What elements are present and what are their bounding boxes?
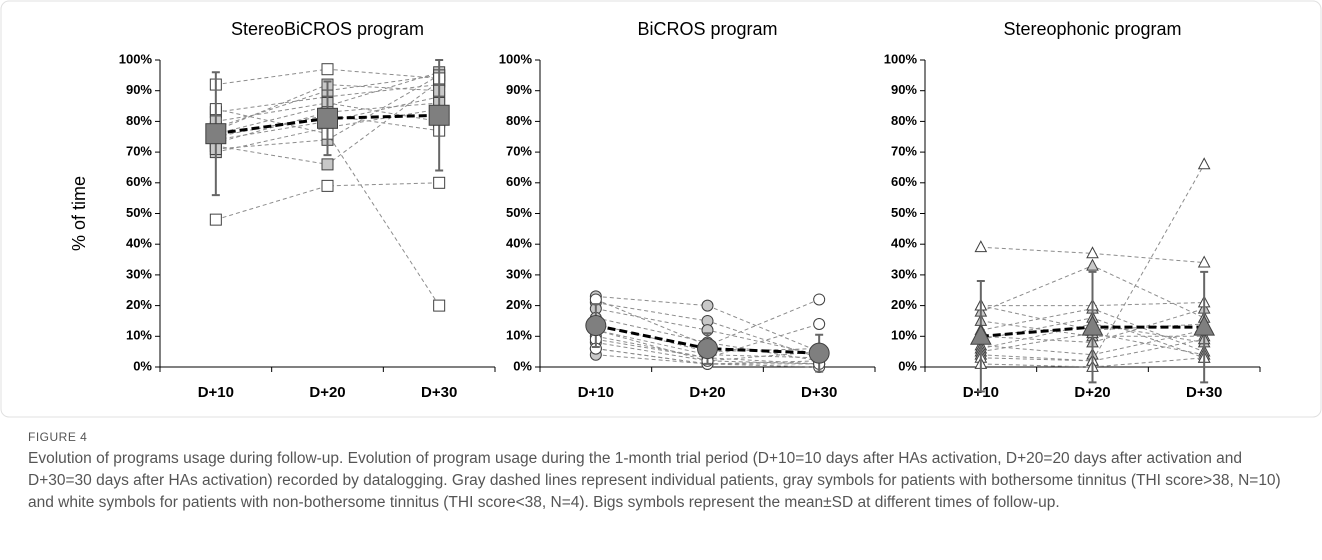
panel-title: StereoBiCROS program xyxy=(231,19,424,39)
panel-title: Stereophonic program xyxy=(1003,19,1181,39)
x-tick-label: D+20 xyxy=(309,384,345,401)
marker xyxy=(1197,157,1211,170)
y-tick-label: 90% xyxy=(126,82,152,97)
x-tick-label: D+30 xyxy=(801,384,837,401)
patient-line xyxy=(980,246,1205,264)
y-tick-label: 40% xyxy=(891,236,917,251)
y-tick-label: 100% xyxy=(884,51,918,66)
figure: StereoBiCROS program % of time 0% 10% 20% 30%… xyxy=(0,0,1322,418)
figure-frame xyxy=(0,0,1322,418)
marker xyxy=(585,315,607,337)
y-tick-label: 10% xyxy=(126,328,152,343)
y-tick-label: 40% xyxy=(506,236,532,251)
y-tick-label: 90% xyxy=(891,82,917,97)
patient-line xyxy=(980,164,1205,362)
marker xyxy=(701,299,714,312)
marker xyxy=(321,158,334,171)
patient-line xyxy=(215,182,440,221)
y-tick-label: 20% xyxy=(126,297,152,312)
y-tick-label: 10% xyxy=(506,328,532,343)
y-tick-label: 50% xyxy=(891,205,917,220)
marker xyxy=(1193,315,1215,336)
y-tick-label: 90% xyxy=(506,82,532,97)
marker xyxy=(813,293,826,306)
marker xyxy=(205,123,227,145)
patient-line xyxy=(980,308,1205,343)
marker xyxy=(321,63,334,76)
caption-text: Evolution of programs usage during follo… xyxy=(28,450,1281,511)
x-tick-label: D+20 xyxy=(1074,384,1110,401)
y-tick-label: 40% xyxy=(126,236,152,251)
marker xyxy=(1086,258,1099,271)
patient-line xyxy=(980,338,1205,362)
patient-line xyxy=(215,74,440,129)
y-tick-label: 0% xyxy=(898,358,917,373)
marker xyxy=(974,240,988,253)
patient-line xyxy=(980,357,1205,368)
y-tick-label: 60% xyxy=(891,174,917,189)
marker xyxy=(1086,246,1099,259)
y-tick-label: 20% xyxy=(506,297,532,312)
y-tick-label: 30% xyxy=(506,266,532,281)
marker xyxy=(317,107,338,129)
marker xyxy=(433,299,446,312)
y-tick-label: 70% xyxy=(126,144,152,159)
marker xyxy=(1197,255,1211,268)
y-tick-label: 100% xyxy=(499,51,533,66)
marker xyxy=(321,179,334,192)
marker xyxy=(970,324,992,345)
x-tick-label: D+30 xyxy=(421,384,457,401)
x-tick-label: D+10 xyxy=(578,384,614,401)
y-tick-label: 20% xyxy=(891,297,917,312)
marker xyxy=(1081,315,1104,336)
patient-line xyxy=(980,302,1205,307)
x-tick-label: D+10 xyxy=(198,384,234,401)
x-tick-label: D+30 xyxy=(1186,384,1222,401)
y-tick-label: 50% xyxy=(506,205,532,220)
x-tick-label: D+20 xyxy=(689,384,725,401)
y-tick-label: 50% xyxy=(126,205,152,220)
marker xyxy=(697,338,718,360)
y-tick-label: 70% xyxy=(891,144,917,159)
y-tick-label: 80% xyxy=(126,113,152,128)
y-tick-label: 30% xyxy=(126,266,152,281)
y-tick-label: 30% xyxy=(891,266,917,281)
y-tick-label: 80% xyxy=(891,113,917,128)
y-tick-label: 0% xyxy=(513,358,532,373)
marker xyxy=(209,213,222,226)
marker xyxy=(813,318,826,331)
y-tick-label: 80% xyxy=(506,113,532,128)
caption-label: FIGURE 4 xyxy=(28,430,88,444)
y-tick-label: 60% xyxy=(506,174,532,189)
y-axis-label: % of time xyxy=(69,176,89,251)
panel-title: BiCROS program xyxy=(637,19,777,39)
y-tick-label: 100% xyxy=(119,51,153,66)
y-tick-label: 60% xyxy=(126,174,152,189)
y-tick-label: 10% xyxy=(891,328,917,343)
marker xyxy=(808,342,830,364)
marker xyxy=(433,176,446,189)
y-tick-label: 70% xyxy=(506,144,532,159)
y-tick-label: 0% xyxy=(133,358,152,373)
marker xyxy=(428,104,450,126)
